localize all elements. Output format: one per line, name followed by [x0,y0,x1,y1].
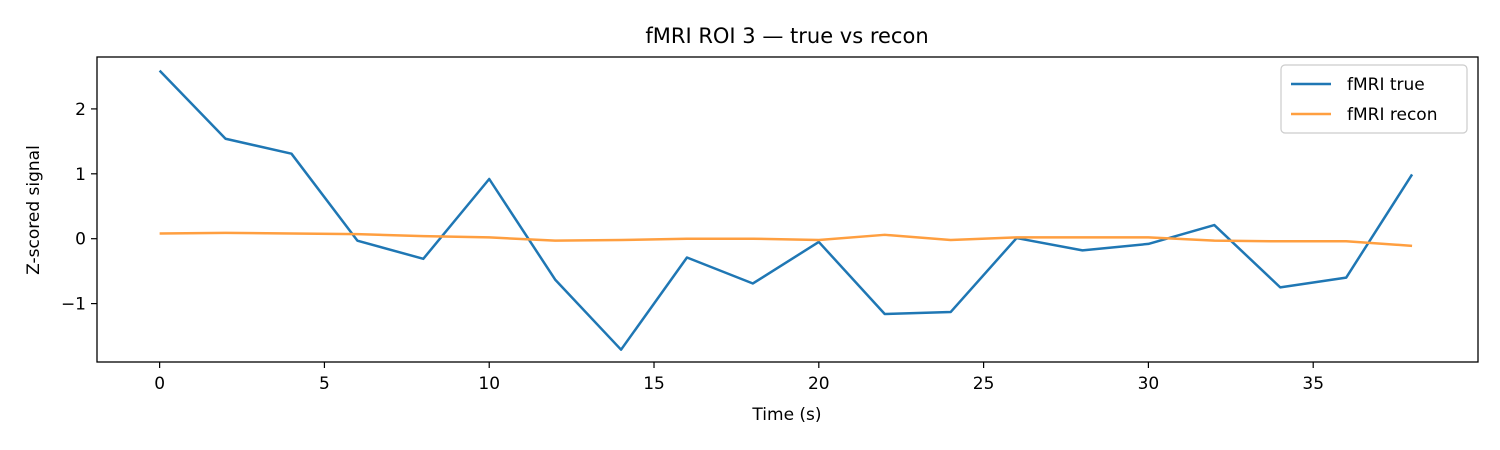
x-tick-label: 5 [319,374,330,394]
x-tick-label: 25 [973,374,995,394]
x-tick-label: 20 [808,374,830,394]
series-line-fmri-true [158,69,1414,351]
legend-frame [1280,64,1468,134]
x-axis-label: Time (s) [751,405,821,425]
series-line-fmri-recon [159,231,1413,248]
series-layer [158,69,1414,351]
x-tick-label: 10 [478,374,500,394]
y-axis: −1 0 1 2 [61,100,97,315]
y-axis-label: Z-scored signal [24,145,44,275]
y-tick-label: 0 [75,230,86,250]
y-tick-label: 2 [75,100,86,120]
x-tick-label: 15 [643,374,665,394]
plot-frame [96,56,1479,363]
chart-title: fMRI ROI 3 — true vs recon [645,24,928,48]
plot-area [96,56,1479,363]
legend-label-fmri-true: fMRI true [1347,75,1425,95]
x-tick-label: 0 [154,374,165,394]
plot-background [97,57,1478,362]
y-tick-label: −1 [61,295,86,315]
x-tick-label: 35 [1302,374,1324,394]
y-tick-label: 1 [75,165,86,185]
x-tick-label: 30 [1138,374,1160,394]
legend: fMRI true fMRI recon [1280,64,1468,134]
legend-label-fmri-recon: fMRI recon [1347,105,1437,125]
x-axis: 0 5 10 15 20 25 30 35 [154,362,1324,394]
